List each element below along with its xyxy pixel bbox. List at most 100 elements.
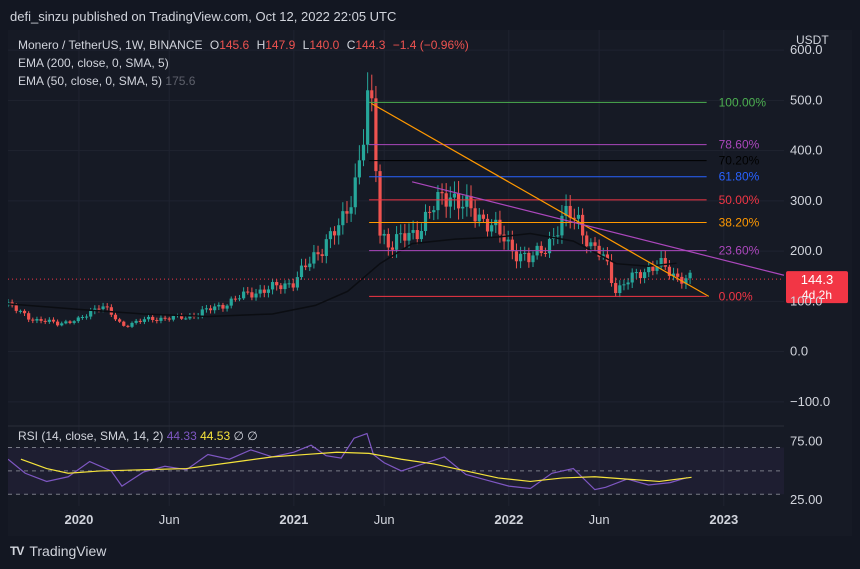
rsi-tick-label: 25.00 <box>790 492 823 507</box>
time-tick-label: 2023 <box>709 512 738 527</box>
candle-body <box>31 319 35 321</box>
price-tick-label: 400.0 <box>790 143 823 158</box>
candle-body <box>560 215 564 236</box>
candle-body <box>22 310 27 314</box>
candle-body <box>270 282 275 290</box>
candle-body <box>51 319 56 322</box>
candle-body <box>56 321 60 326</box>
candle-body <box>151 316 155 320</box>
candle-body <box>163 317 167 319</box>
ema50-legend[interactable]: EMA (50, close, 0, SMA, 5) 175.6 <box>18 74 195 88</box>
open-value: 145.6 <box>219 38 250 52</box>
candle-body <box>436 191 440 211</box>
candle-body <box>275 282 279 286</box>
time-tick-label: 2020 <box>64 512 93 527</box>
candle-body <box>213 306 217 311</box>
time-tick-label: Jun <box>159 512 180 527</box>
candle-body <box>440 191 444 194</box>
candle-body <box>547 239 552 254</box>
candle-body <box>407 232 411 241</box>
candle-body <box>655 266 659 271</box>
candle-body <box>76 317 80 322</box>
candle-body <box>18 310 23 312</box>
candle-body <box>134 320 138 323</box>
candle-body <box>647 266 651 273</box>
candle-body <box>142 319 147 322</box>
candle-body <box>626 282 630 285</box>
chart-canvas[interactable]: 100.00% 78.60% 70.20% 61.80% 50.00% 38.20% 23.… <box>6 30 852 536</box>
candle-body <box>47 319 51 322</box>
rsi-legend[interactable]: RSI (14, close, SMA, 14, 2) 44.33 44.53 … <box>18 429 258 443</box>
candle-body <box>43 320 47 322</box>
candle-body <box>523 252 527 254</box>
candle-body <box>518 253 523 262</box>
low-label: L <box>302 38 310 52</box>
candle-body <box>556 235 560 237</box>
ema200-legend[interactable]: EMA (200, close, 0, SMA, 5) <box>18 56 169 70</box>
rsi-tick-label: 75.00 <box>790 434 823 449</box>
grid-lines <box>8 30 784 506</box>
fib-level-label: 38.20% <box>719 215 760 229</box>
candle-body <box>618 285 622 294</box>
price-tick-label: −100.0 <box>790 394 830 409</box>
candle-body <box>428 211 432 213</box>
candle-body <box>299 265 304 278</box>
candle-body <box>671 273 676 276</box>
candle-body <box>200 309 204 316</box>
rsi-pane: 25.00 75.00 <box>7 432 823 507</box>
candle-body <box>667 266 672 276</box>
candle-body <box>601 254 605 257</box>
chart-area[interactable]: 100.00% 78.60% 70.20% 61.80% 50.00% 38.20% 23.… <box>6 30 852 536</box>
candle-body <box>93 308 97 311</box>
candle-body <box>688 272 692 279</box>
candle-body <box>171 315 175 320</box>
candle-body <box>39 319 43 321</box>
candle-body <box>415 230 419 240</box>
candle-body <box>295 277 299 288</box>
price-tick-label: 300.0 <box>790 193 823 208</box>
candle-body <box>242 291 246 299</box>
candle-body <box>225 305 229 309</box>
fib-level-label: 23.60% <box>719 244 760 258</box>
candle-body <box>576 214 581 219</box>
ema200-label: EMA (200, close, 0, SMA, 5) <box>18 56 169 70</box>
candle-body <box>97 308 101 310</box>
candle-body <box>72 321 76 323</box>
candle-body <box>167 318 171 320</box>
candle-body <box>514 251 519 262</box>
brand-name: TradingView <box>29 543 107 559</box>
rsi-visibility-icons[interactable]: ∅ ∅ <box>233 429 258 443</box>
candle-body <box>80 317 85 319</box>
trendline <box>411 181 785 276</box>
high-value: 147.9 <box>265 38 296 52</box>
candle-body <box>456 193 461 209</box>
candle-body <box>585 235 589 247</box>
candle-body <box>279 285 283 290</box>
candle-body <box>390 247 395 250</box>
price-axis-unit: USDT <box>796 33 829 47</box>
fib-level-label: 70.20% <box>719 154 760 168</box>
candle-body <box>539 245 543 253</box>
candle-body <box>481 214 485 219</box>
fib-level-label: 78.60% <box>719 138 760 152</box>
price-tick-label: 0.0 <box>790 344 808 359</box>
candle-body <box>221 304 225 309</box>
candle-body <box>403 233 407 241</box>
candle-body <box>262 289 266 293</box>
candle-body <box>411 230 415 233</box>
candle-body <box>589 242 593 247</box>
rsi-sma-line <box>20 451 692 483</box>
candle-body <box>593 242 597 246</box>
candle-body <box>502 234 506 242</box>
time-tick-label: Jun <box>589 512 610 527</box>
fib-level-label: 50.00% <box>719 193 760 207</box>
high-label: H <box>256 38 266 52</box>
candle-body <box>469 195 473 209</box>
candle-body <box>419 230 423 240</box>
candle-body <box>341 211 345 226</box>
candle-body <box>473 208 477 222</box>
candle-body <box>349 207 353 214</box>
candle-body <box>246 291 250 293</box>
candle-body <box>146 316 151 320</box>
price-tick-label: 500.0 <box>790 92 823 107</box>
